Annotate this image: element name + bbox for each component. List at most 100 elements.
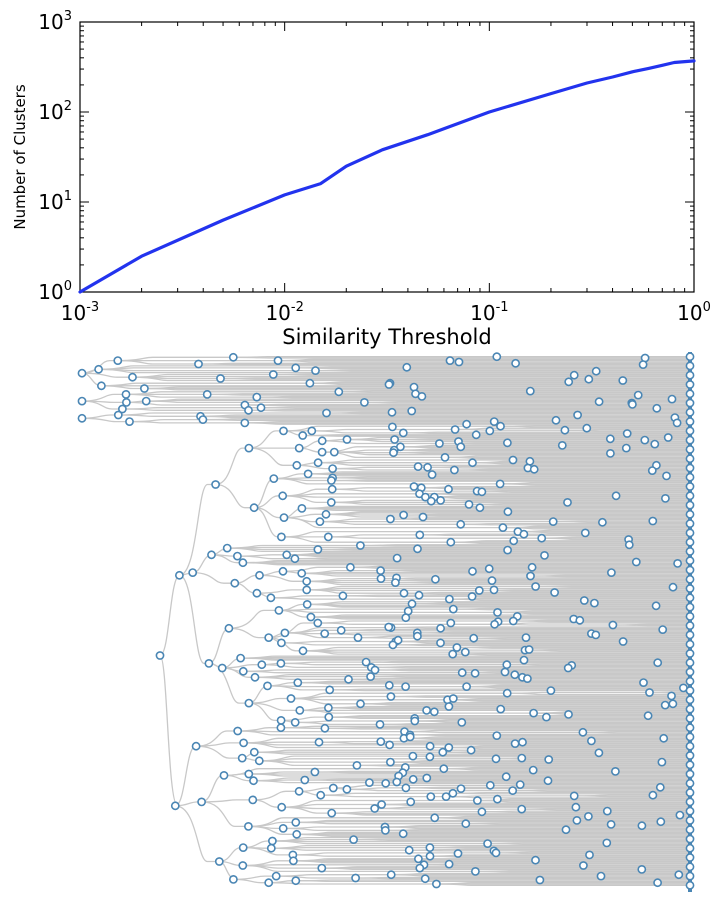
tree-edge (419, 533, 690, 536)
y-tick-label: 100 (38, 279, 72, 304)
tree-edge (243, 669, 375, 672)
tree-edge (201, 774, 224, 803)
tree-node (305, 378, 315, 388)
tree-node (256, 403, 266, 413)
tree-edge (332, 476, 690, 479)
tree-edge (256, 395, 690, 398)
tree-node (439, 764, 449, 774)
tree-node (422, 773, 432, 783)
tree-edge (252, 790, 300, 801)
tree-node (321, 509, 331, 519)
tree-edge (403, 513, 690, 516)
tree-edge (227, 547, 690, 553)
tree-edge (272, 840, 690, 843)
tree-node (685, 519, 695, 528)
tree-node (336, 625, 346, 635)
tree-edge (227, 546, 690, 549)
tree-node (338, 591, 348, 601)
tree-edge (473, 637, 690, 640)
tree-node (685, 676, 695, 686)
tree-node (685, 435, 695, 445)
tree-edge (374, 669, 690, 672)
tree-edge (268, 622, 318, 639)
tree-node (503, 507, 513, 517)
tree-node (608, 620, 618, 630)
tree-node (294, 786, 304, 796)
tree-node (426, 792, 436, 801)
tree-edge (541, 537, 690, 541)
tree-edge (308, 472, 690, 475)
tree-node (444, 859, 454, 869)
tree-node (444, 702, 454, 711)
tree-edge (242, 864, 424, 867)
tree-edge (301, 571, 690, 574)
tree-node (236, 653, 245, 663)
tree-node (659, 733, 669, 743)
tree-edge (101, 385, 145, 390)
tree-edge (322, 451, 445, 459)
tree-node (298, 646, 308, 656)
tree-edge (276, 875, 356, 879)
tree-node (408, 751, 418, 761)
tree-edge (283, 827, 386, 832)
tree-node (594, 748, 604, 758)
tree-node (685, 639, 695, 649)
tree-edge (524, 649, 690, 652)
tree-edge (208, 662, 249, 704)
tree-edge (331, 479, 690, 482)
tree-edge (380, 740, 690, 743)
tree-node (685, 667, 695, 677)
tree-edge (429, 846, 690, 849)
tree-edge (409, 849, 690, 852)
tree-edge (417, 631, 690, 634)
tree-edge (281, 806, 332, 814)
tree-node (230, 578, 240, 588)
tree-node (544, 755, 554, 764)
tree-node (387, 407, 397, 417)
tree-edge (256, 396, 690, 399)
tree-node (376, 566, 385, 575)
tree-node (385, 740, 394, 750)
tree-node (302, 585, 312, 595)
tree-node (398, 428, 408, 438)
tree-node (460, 647, 470, 657)
tree-node (322, 408, 331, 418)
tree-node (415, 530, 425, 540)
tree-node (563, 663, 573, 673)
y-ticks: 100 101 102 103 (38, 9, 694, 304)
tree-edge (414, 720, 690, 724)
tree-node (529, 464, 539, 474)
tree-node (685, 352, 695, 362)
tree-node (413, 544, 422, 554)
tree-node (327, 808, 337, 818)
tree-node (141, 396, 151, 406)
tree-edge (462, 671, 690, 674)
tree-node (313, 618, 323, 628)
tree-edge (325, 513, 690, 518)
tree-edge (380, 740, 690, 743)
tree-node (238, 558, 248, 568)
tree-edge (409, 734, 690, 737)
tree-node (685, 370, 695, 380)
tree-node (685, 537, 695, 547)
tree-edge (259, 574, 307, 582)
tree-node (407, 599, 417, 609)
tree-node (249, 776, 258, 786)
tree-edge (442, 751, 690, 754)
tree-edge (295, 721, 380, 726)
tree-edge (282, 566, 351, 572)
tree-edge (385, 829, 690, 832)
tree-node (431, 879, 441, 889)
tree-node (237, 753, 247, 763)
tree-edge (268, 636, 303, 652)
tree-node (204, 659, 214, 668)
tree-node (410, 716, 420, 726)
tree-edge (253, 477, 275, 509)
tree-edge (328, 536, 542, 539)
tree-node (535, 875, 545, 885)
tree-node (295, 706, 305, 715)
tree-node (313, 458, 323, 468)
tree-edge (384, 826, 690, 830)
tree-edge (273, 373, 690, 376)
tree-node (250, 672, 260, 682)
